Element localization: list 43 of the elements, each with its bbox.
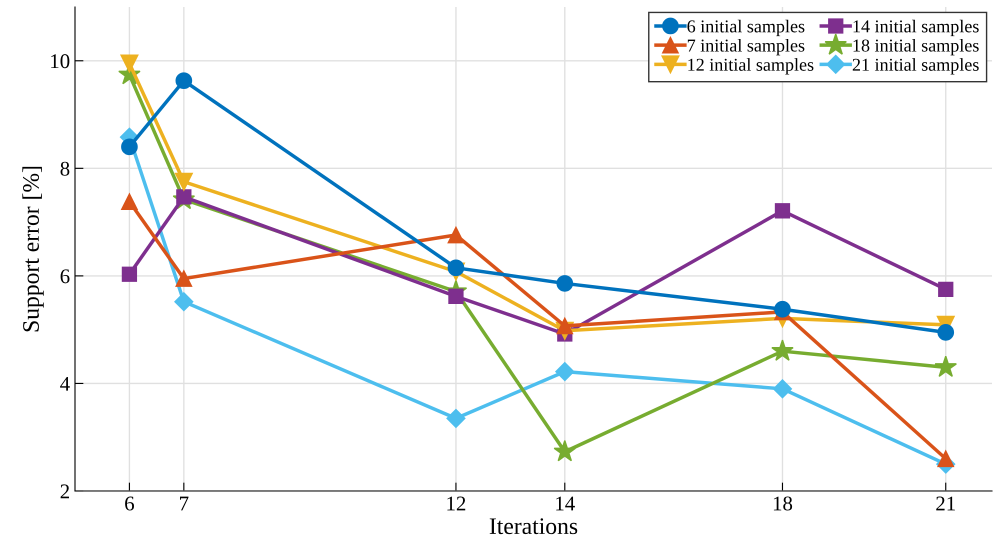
y-axis-title: Support error [%] [22,166,44,332]
legend-label: 7 initial samples [688,38,804,56]
y-tick-label: 4 [60,376,70,391]
legend-label: 6 initial samples [687,20,804,36]
legend-label: 18 initial samples [854,38,979,56]
point [174,292,194,312]
point [556,275,574,292]
point [174,172,193,191]
point [176,270,192,287]
x-axis-title: Iterations [490,518,578,534]
point [448,259,464,276]
point [554,440,576,462]
legend-label: 12 initial samples [688,58,814,75]
x-tick-label: 21 [936,496,955,510]
point [934,356,958,377]
x-tick-label: 18 [774,496,792,511]
x-tick-label: 6 [125,496,134,511]
point [448,288,464,304]
point [771,339,794,361]
x-tick-label: 7 [180,496,188,510]
point [938,282,954,297]
point [176,72,192,90]
point [448,226,464,244]
point [556,318,574,334]
point [937,450,954,468]
point [774,203,790,218]
y-tick-label: 8 [60,162,70,176]
point [446,408,466,428]
point [121,138,138,156]
point [120,54,138,72]
point [937,324,954,341]
x-tick-label: 12 [447,496,466,510]
legend-label: 14 initial samples [854,20,979,36]
legend-label: 21 initial samples [852,58,979,75]
point [122,266,138,282]
y-tick-label: 10 [51,54,70,68]
x-tick-label: 14 [556,496,575,510]
point [774,300,791,318]
point [772,379,792,398]
y-tick-label: 2 [60,484,69,498]
point [555,362,574,382]
point [121,193,138,210]
y-tick-label: 6 [60,269,70,284]
